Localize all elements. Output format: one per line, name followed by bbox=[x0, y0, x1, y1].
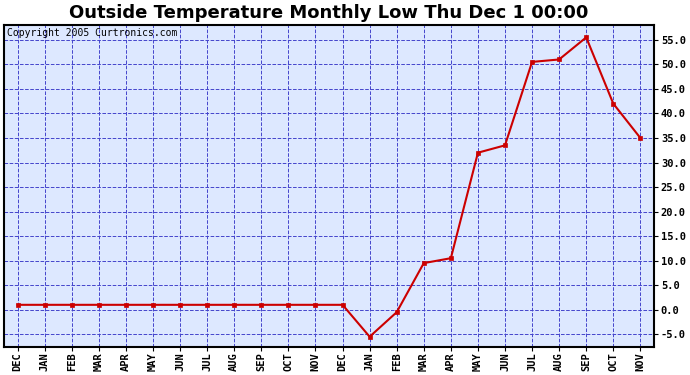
Text: Copyright 2005 Curtronics.com: Copyright 2005 Curtronics.com bbox=[8, 28, 178, 38]
Title: Outside Temperature Monthly Low Thu Dec 1 00:00: Outside Temperature Monthly Low Thu Dec … bbox=[69, 4, 589, 22]
